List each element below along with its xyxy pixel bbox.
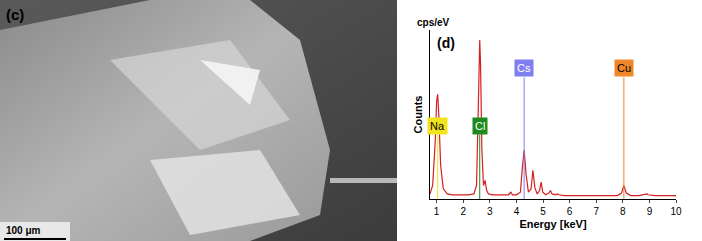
svg-text:Cu: Cu [617,62,631,74]
svg-text:10: 10 [670,206,682,217]
svg-text:100 μm: 100 μm [6,225,41,236]
svg-text:4: 4 [514,206,520,217]
svg-text:7: 7 [593,206,599,217]
svg-text:Energy [keV]: Energy [keV] [519,218,587,230]
svg-text:Cs: Cs [517,62,531,74]
svg-text:3: 3 [487,206,493,217]
svg-text:9: 9 [647,206,653,217]
svg-text:6: 6 [567,206,573,217]
svg-text:(c): (c) [6,6,24,23]
svg-text:2: 2 [460,206,466,217]
svg-text:Na: Na [430,120,445,132]
svg-text:cps/eV: cps/eV [417,17,450,28]
svg-text:Cl: Cl [475,120,485,132]
svg-text:5: 5 [540,206,546,217]
svg-text:Counts: Counts [412,96,424,134]
svg-text:(d): (d) [437,35,455,51]
svg-text:1: 1 [434,206,440,217]
svg-text:8: 8 [620,206,626,217]
